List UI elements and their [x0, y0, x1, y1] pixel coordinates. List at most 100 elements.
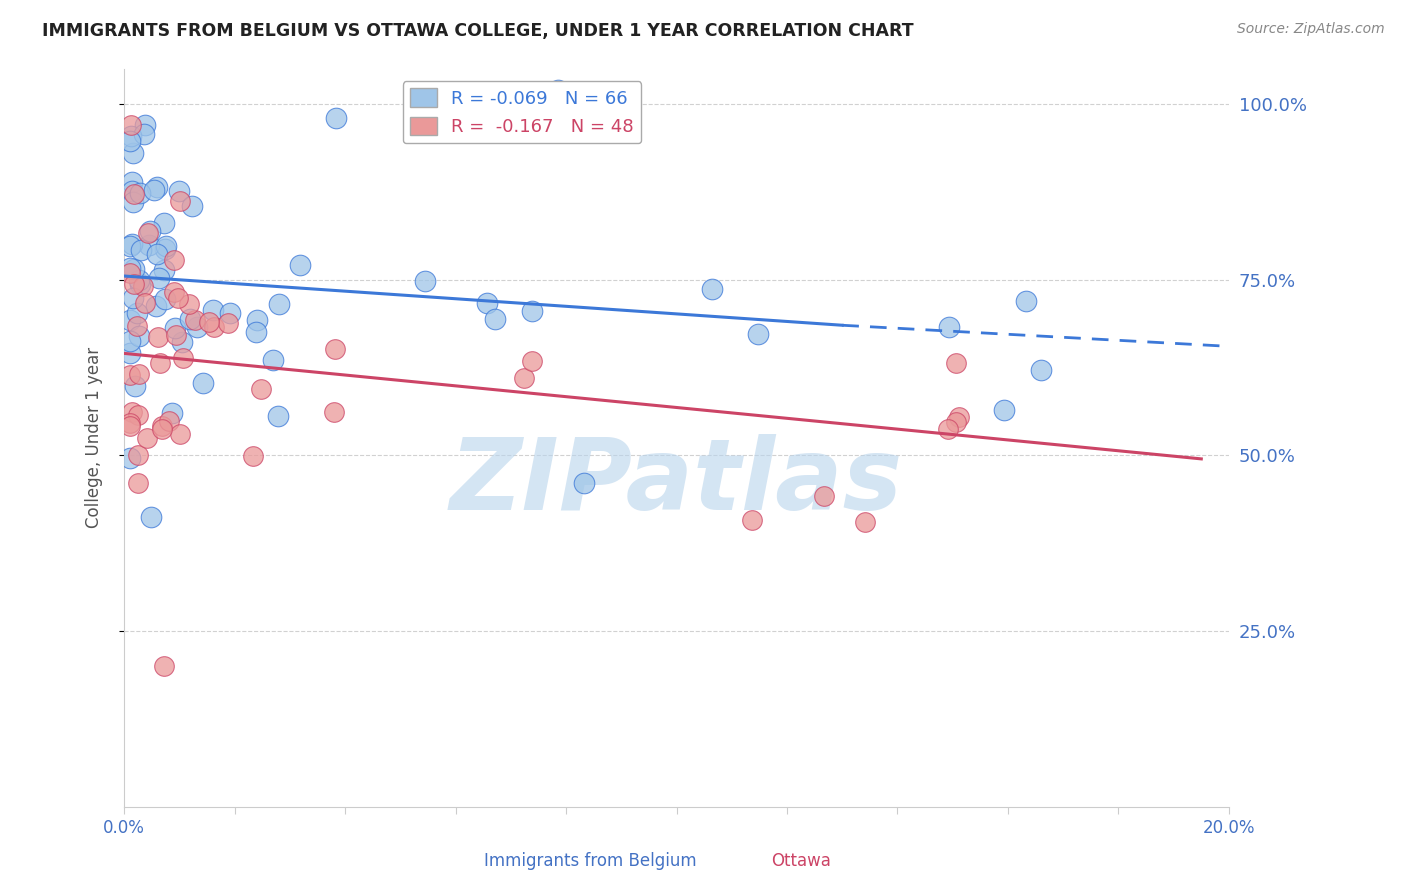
Point [150, 419, 173, 434]
Point [246, 313, 269, 327]
Point [574, 475, 596, 490]
Point [139, 510, 162, 524]
Point [166, 291, 188, 305]
Y-axis label: College, Under 1 year: College, Under 1 year [86, 347, 103, 528]
Point [121, 236, 143, 251]
Point [118, 134, 141, 148]
Point [197, 315, 219, 329]
Point [547, 82, 569, 96]
Point [118, 334, 141, 348]
Point [202, 320, 225, 334]
Point [118, 368, 141, 382]
Point [118, 313, 141, 327]
Point [118, 239, 141, 253]
Text: Immigrants from Belgium: Immigrants from Belgium [484, 852, 697, 870]
Point [741, 513, 763, 527]
Point [122, 277, 145, 292]
Point [153, 216, 176, 230]
Point [217, 316, 239, 330]
Point [122, 145, 145, 160]
Point [150, 421, 173, 435]
Point [121, 118, 143, 132]
Point [136, 431, 159, 445]
Point [138, 237, 160, 252]
Point [267, 409, 290, 423]
Text: Ottawa: Ottawa [772, 852, 831, 870]
Point [134, 295, 156, 310]
Point [124, 187, 146, 202]
Point [128, 367, 150, 381]
Point [484, 312, 506, 326]
Point [169, 427, 191, 442]
Point [186, 319, 208, 334]
Text: IMMIGRANTS FROM BELGIUM VS OTTAWA COLLEGE, UNDER 1 YEAR CORRELATION CHART: IMMIGRANTS FROM BELGIUM VS OTTAWA COLLEG… [42, 22, 914, 40]
Point [700, 282, 723, 296]
Point [853, 516, 876, 530]
Point [155, 239, 177, 253]
Point [152, 263, 174, 277]
Point [127, 306, 149, 320]
Point [134, 118, 156, 132]
Point [132, 278, 155, 293]
Point [172, 351, 194, 365]
Point [993, 402, 1015, 417]
Point [1029, 363, 1052, 377]
Point [120, 419, 142, 434]
Point [122, 261, 145, 276]
Point [747, 327, 769, 342]
Point [267, 296, 290, 310]
Point [262, 353, 284, 368]
Point [153, 659, 176, 673]
Point [323, 343, 346, 357]
Point [288, 258, 311, 272]
Point [1015, 293, 1038, 308]
Point [163, 285, 186, 299]
Point [513, 371, 536, 385]
Point [172, 334, 194, 349]
Point [250, 382, 273, 396]
Point [118, 451, 141, 466]
Point [118, 346, 141, 360]
Point [145, 299, 167, 313]
Point [184, 313, 207, 327]
Point [179, 312, 201, 326]
Point [938, 320, 960, 334]
Point [155, 292, 177, 306]
Point [129, 277, 152, 291]
Point [129, 243, 152, 257]
Point [191, 376, 214, 390]
Point [128, 273, 150, 287]
Point [945, 415, 967, 429]
Point [134, 128, 156, 142]
Point [522, 354, 544, 368]
Point [127, 408, 149, 422]
Text: Source: ZipAtlas.com: Source: ZipAtlas.com [1237, 22, 1385, 37]
Point [475, 296, 498, 310]
Point [169, 194, 191, 209]
Point [165, 321, 187, 335]
Point [167, 184, 190, 198]
Point [202, 303, 225, 318]
Point [121, 175, 143, 189]
Point [413, 274, 436, 288]
Point [323, 404, 346, 418]
Point [160, 406, 183, 420]
Point [945, 355, 967, 369]
Point [146, 330, 169, 344]
Point [127, 475, 149, 490]
Point [177, 297, 200, 311]
Point [181, 198, 204, 212]
Point [149, 356, 172, 370]
Point [139, 224, 162, 238]
Point [143, 182, 166, 196]
Point [125, 318, 148, 333]
Point [118, 266, 141, 280]
Point [121, 404, 143, 418]
Point [145, 247, 167, 261]
Point [127, 448, 149, 462]
Point [325, 111, 347, 125]
Legend: R = -0.069   N = 66, R =  -0.167   N = 48: R = -0.069 N = 66, R = -0.167 N = 48 [402, 81, 641, 144]
Point [120, 128, 142, 143]
Point [163, 253, 186, 268]
Point [128, 329, 150, 343]
